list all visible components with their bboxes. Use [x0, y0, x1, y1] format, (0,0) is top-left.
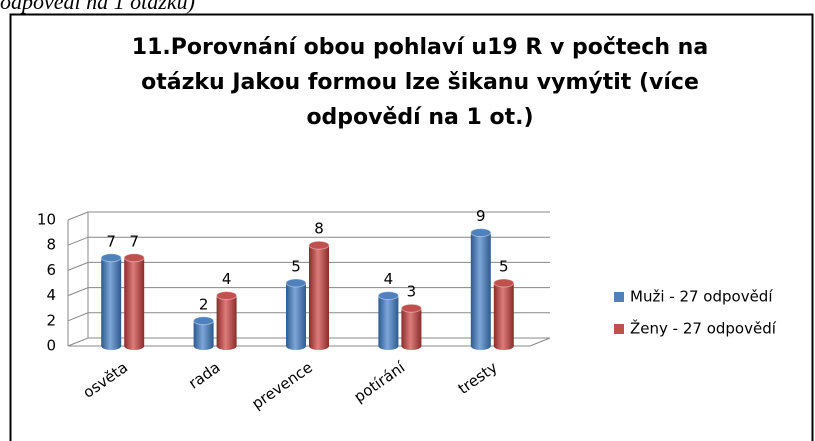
bar-body [401, 308, 422, 346]
grid-line [67, 261, 550, 271]
bar [193, 316, 215, 350]
data-label: 2 [199, 295, 209, 313]
bar-body [470, 232, 491, 346]
data-label: 5 [499, 258, 509, 276]
bar [377, 291, 399, 350]
caption: odpovědí na 1 otázku) [0, 0, 195, 14]
x-tick-label: rada [185, 358, 223, 392]
bar-base [309, 342, 329, 350]
legend-swatch [614, 324, 624, 334]
bar-top [400, 303, 422, 313]
chart-title: 11.Porovnání obou pohlaví u19 R v počtec… [132, 35, 708, 60]
y-tick-label: 8 [46, 236, 56, 254]
bar-base [216, 342, 237, 350]
data-label: 9 [476, 207, 486, 225]
chart-title: odpovědí na 1 ot.) [306, 105, 533, 130]
bar-top [100, 253, 122, 263]
bar [308, 240, 330, 350]
bar [400, 303, 422, 350]
bar [470, 228, 492, 350]
bar-body [124, 257, 145, 346]
y-tick-label: 0 [46, 337, 56, 355]
bar-base [193, 342, 214, 350]
bar-base [124, 342, 145, 350]
data-label: 5 [291, 258, 301, 276]
data-label: 7 [129, 232, 139, 250]
bar [216, 291, 238, 350]
y-tick-label: 6 [46, 261, 56, 279]
bar [493, 278, 515, 350]
grid-line [67, 287, 550, 297]
x-tick-label: prevence [248, 358, 315, 413]
x-tick-label: tresty [455, 358, 501, 398]
bar-base [493, 342, 514, 350]
bar-body [493, 283, 514, 346]
bar-top [470, 228, 492, 238]
bar [285, 278, 307, 350]
bar-base [470, 342, 491, 350]
bar-top [285, 278, 307, 288]
grid-line [67, 236, 550, 246]
legend-label: Ženy - 27 odpovědí [630, 319, 777, 338]
chart-border [9, 13, 814, 441]
bar-body [101, 257, 122, 346]
y-tick-label: 10 [37, 211, 56, 229]
data-label: 4 [384, 270, 394, 288]
bar-base [401, 342, 422, 350]
x-tick-label: potírání [351, 358, 409, 406]
bar-base [378, 342, 399, 350]
bar-body [286, 283, 306, 346]
grid-line [67, 211, 550, 221]
bar-top [308, 240, 330, 250]
chart-title: otázku Jakou formou lze šikanu vymýtit (… [141, 70, 699, 95]
y-tick-label: 2 [46, 311, 56, 329]
bar-body [378, 295, 399, 346]
bar [123, 253, 145, 350]
bar-top [493, 278, 515, 288]
bar-body [193, 320, 214, 346]
data-label: 3 [407, 283, 417, 301]
legend-label: Muži - 27 odpovědí [630, 288, 773, 306]
bar-base [286, 342, 306, 350]
bar-top [123, 253, 145, 263]
data-label: 7 [106, 232, 116, 250]
bar-body [309, 245, 329, 346]
bar-top [216, 291, 238, 301]
y-tick-label: 4 [46, 286, 56, 304]
legend-swatch [614, 292, 624, 302]
data-label: 4 [222, 270, 232, 288]
x-tick-label: osvěta [80, 358, 131, 402]
bar-top [377, 291, 399, 301]
bar-base [101, 342, 122, 350]
bar-top [193, 316, 215, 326]
bar-body [216, 295, 237, 346]
data-label: 8 [314, 220, 324, 238]
bar [100, 253, 122, 350]
